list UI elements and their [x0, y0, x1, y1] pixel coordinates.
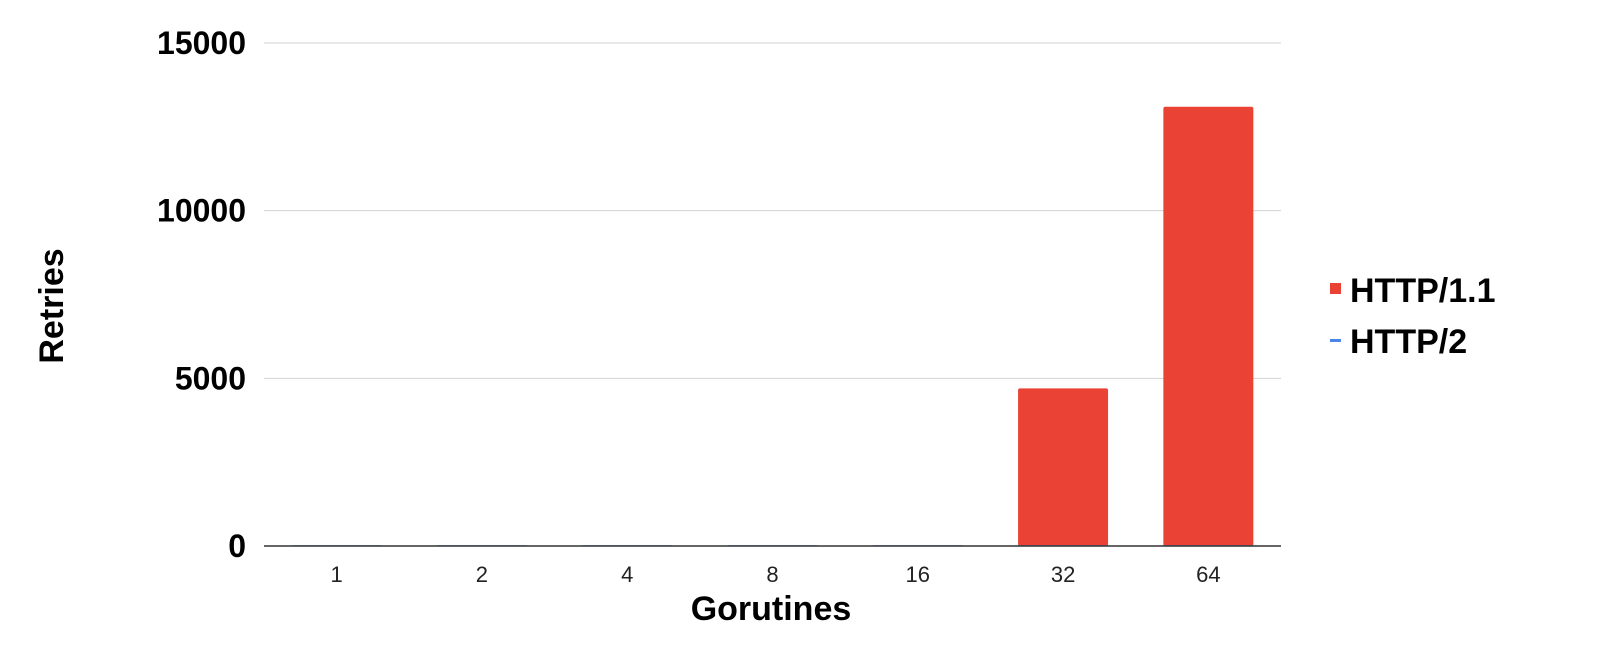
x-tick-label: 64 — [1196, 562, 1220, 587]
y-tick-label: 15000 — [157, 25, 246, 61]
x-tick-label: 4 — [621, 562, 633, 587]
bar-http11-64 — [1163, 106, 1254, 547]
x-tick-label: 32 — [1051, 562, 1075, 587]
x-tick-label: 8 — [766, 562, 778, 587]
x-tick-label: 2 — [476, 562, 488, 587]
x-tick-label: 1 — [331, 562, 343, 587]
legend: HTTP/1.1 HTTP/2 — [1330, 272, 1495, 361]
x-axis-ticks: 1 2 4 8 16 32 64 — [331, 562, 1221, 587]
legend-swatch-http2 — [1330, 339, 1341, 342]
y-tick-label: 0 — [228, 528, 246, 564]
y-tick-label: 5000 — [175, 360, 246, 396]
bars — [291, 106, 1254, 547]
bar-http11-32 — [1018, 388, 1109, 546]
y-tick-label: 10000 — [157, 193, 246, 229]
legend-label: HTTP/1.1 — [1350, 272, 1495, 310]
gridlines — [264, 42, 1281, 379]
y-axis-title: Retries — [33, 248, 71, 363]
legend-label: HTTP/2 — [1350, 323, 1467, 361]
x-tick-label: 16 — [906, 562, 930, 587]
x-axis-title: Gorutines — [691, 590, 852, 628]
y-axis-ticks: 0 5000 10000 15000 — [157, 25, 246, 564]
legend-swatch-http11 — [1330, 283, 1341, 294]
